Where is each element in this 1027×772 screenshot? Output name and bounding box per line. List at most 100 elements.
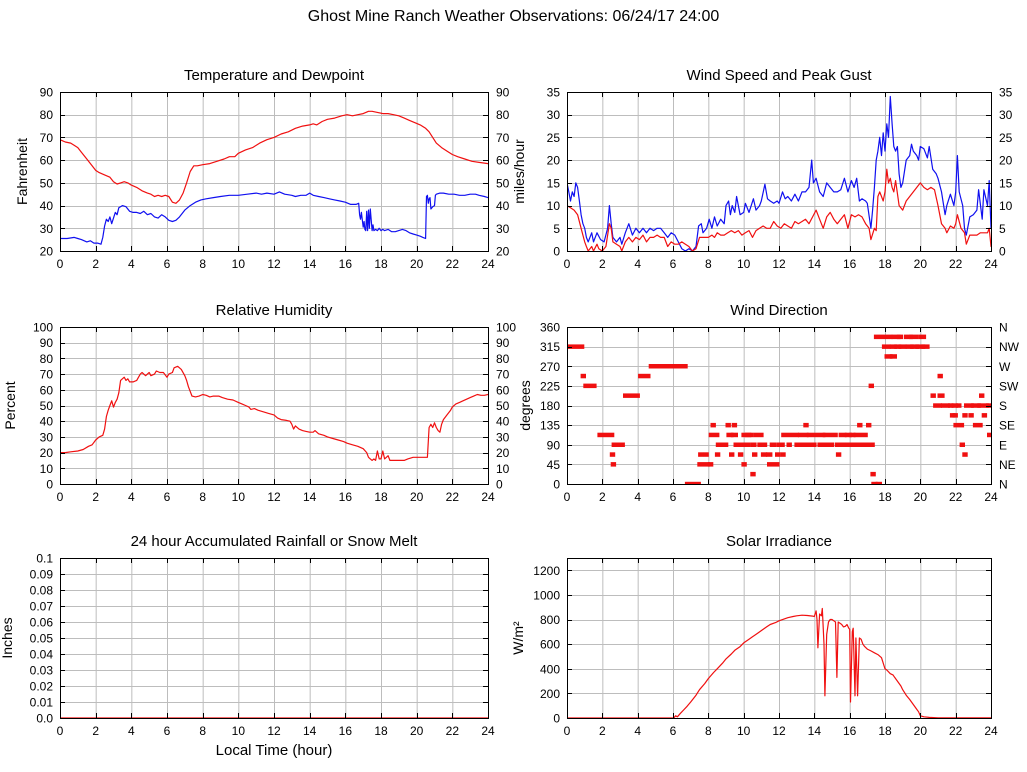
x-tick-label: 4 <box>128 724 135 738</box>
x-tick-label: 6 <box>670 257 677 271</box>
x-tick-label: 14 <box>808 724 822 738</box>
x-tick-label: 16 <box>843 490 857 504</box>
y-tick-label: 360 <box>540 321 560 335</box>
right-tick-label: 35 <box>999 86 1013 100</box>
x-tick-label: 24 <box>481 257 495 271</box>
x-tick-label: 0 <box>564 724 571 738</box>
x-tick-label: 12 <box>772 490 786 504</box>
series-dewpoint <box>60 191 488 245</box>
x-tick-label: 0 <box>564 257 571 271</box>
y-tick-label: 800 <box>540 613 560 627</box>
x-tick-label: 20 <box>410 257 424 271</box>
x-tick-label: 2 <box>92 490 99 504</box>
right-tick-label: NE <box>999 458 1016 472</box>
y-tick-label: 90 <box>547 438 561 452</box>
x-tick-label: 12 <box>772 257 786 271</box>
x-tick-label: 24 <box>481 490 495 504</box>
labels: 24 hour Accumulated Rainfall or Snow Mel… <box>0 533 495 759</box>
axes <box>567 558 992 719</box>
right-tick-label: 5 <box>999 222 1006 236</box>
axes <box>60 92 489 252</box>
x-tick-label: 4 <box>634 724 641 738</box>
grid-lines <box>60 327 488 484</box>
series-solar <box>567 607 991 718</box>
y-tick-label: 30 <box>40 222 54 236</box>
x-tick-label: 4 <box>634 257 641 271</box>
x-tick-label: 2 <box>92 257 99 271</box>
x-tick-label: 8 <box>199 724 206 738</box>
y-tick-label: 0.08 <box>30 584 54 598</box>
x-tick-label: 12 <box>772 724 786 738</box>
x-tick-label: 24 <box>481 724 495 738</box>
x-tick-label: 14 <box>808 257 822 271</box>
x-tick-label: 0 <box>57 724 64 738</box>
axes <box>567 327 992 485</box>
y-tick-label: 60 <box>40 383 54 397</box>
y-tick-label: 135 <box>540 419 560 433</box>
y-tick-label: 70 <box>40 131 54 145</box>
y-tick-label: 80 <box>40 108 54 122</box>
right-tick-label: 15 <box>999 176 1013 190</box>
right-tick-label: 25 <box>999 131 1013 145</box>
y-tick-label: 0.03 <box>30 664 54 678</box>
x-tick-label: 24 <box>984 724 998 738</box>
y-tick-label: 270 <box>540 360 560 374</box>
y-tick-label: 0.01 <box>30 696 54 710</box>
x-tick-label: 18 <box>878 257 892 271</box>
right-tick-label: 40 <box>496 415 510 429</box>
x-tick-label: 18 <box>374 257 388 271</box>
x-tick-label: 22 <box>949 724 963 738</box>
x-tick-label: 12 <box>267 490 281 504</box>
x-tick-label: 10 <box>737 724 751 738</box>
x-tick-label: 8 <box>705 257 712 271</box>
y-tick-label: 60 <box>40 154 54 168</box>
axes <box>60 327 489 485</box>
y-tick-label: 70 <box>40 368 54 382</box>
y-tick-label: 30 <box>40 430 54 444</box>
right-tick-label: 90 <box>496 336 510 350</box>
series-humidity <box>60 365 488 461</box>
x-tick-label: 18 <box>878 724 892 738</box>
x-tick-label: 10 <box>232 490 246 504</box>
chart-rainfall: 24 hour Accumulated Rainfall or Snow Mel… <box>0 533 495 759</box>
y-tick-label: 50 <box>40 176 54 190</box>
y-axis-label: degrees <box>517 380 533 431</box>
right-tick-label: 20 <box>999 154 1013 168</box>
right-tick-label: 0 <box>496 478 503 492</box>
x-tick-label: 2 <box>92 724 99 738</box>
y-tick-label: 0.04 <box>30 648 54 662</box>
x-tick-label: 10 <box>232 724 246 738</box>
right-tick-label: SE <box>999 419 1015 433</box>
x-tick-label: 6 <box>670 724 677 738</box>
right-tick-label: 70 <box>496 368 510 382</box>
x-tick-label: 8 <box>705 490 712 504</box>
x-tick-label: 4 <box>128 490 135 504</box>
x-tick-label: 22 <box>949 490 963 504</box>
x-tick-label: 16 <box>843 257 857 271</box>
right-tick-label: 10 <box>496 462 510 476</box>
x-tick-label: 14 <box>303 724 317 738</box>
y-tick-label: 80 <box>40 352 54 366</box>
y-tick-label: 1200 <box>533 564 560 578</box>
x-tick-label: 18 <box>374 490 388 504</box>
x-tick-label: 20 <box>410 724 424 738</box>
y-tick-label: 90 <box>40 86 54 100</box>
x-tick-label: 18 <box>878 490 892 504</box>
chart-title: Temperature and Dewpoint <box>184 67 365 84</box>
x-tick-label: 16 <box>339 724 353 738</box>
right-tick-label: 90 <box>496 86 510 100</box>
right-tick-label: 80 <box>496 108 510 122</box>
x-tick-label: 16 <box>339 257 353 271</box>
y-tick-label: 10 <box>40 462 54 476</box>
right-tick-label: 0 <box>999 245 1006 259</box>
right-tick-label: 80 <box>496 352 510 366</box>
x-tick-label: 22 <box>949 257 963 271</box>
